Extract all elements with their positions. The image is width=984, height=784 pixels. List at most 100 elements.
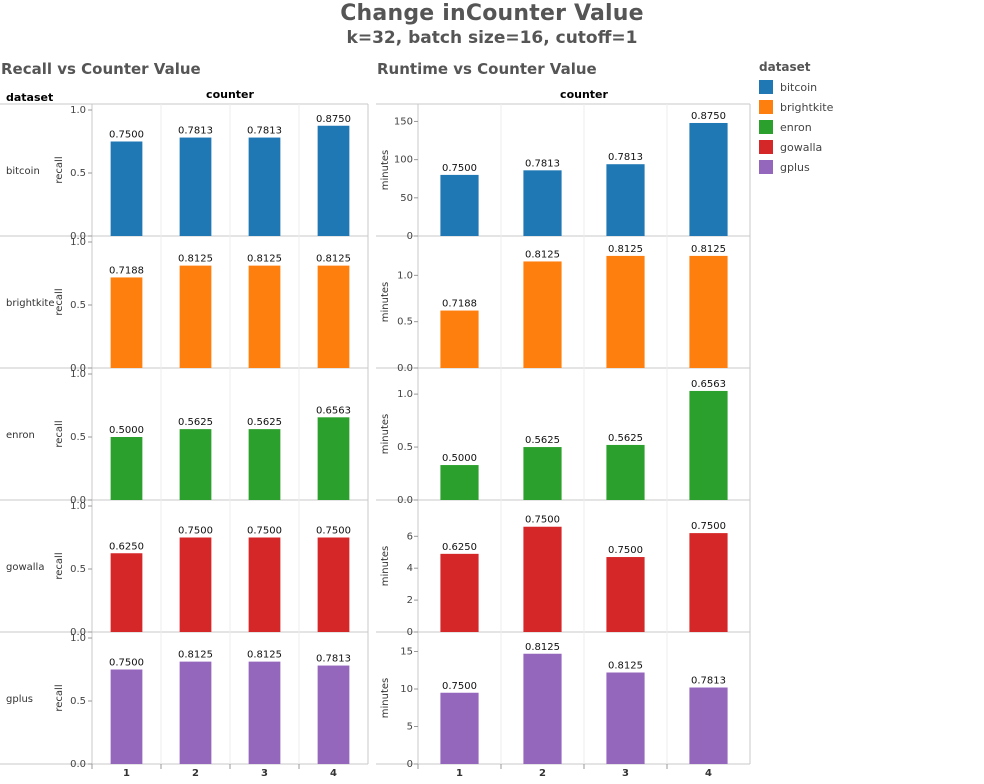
bar-brightkite-3 xyxy=(248,265,281,368)
row-label-brightkite: brightkite xyxy=(6,298,55,309)
bar-gowalla-2 xyxy=(179,537,212,632)
bar-gplus-2 xyxy=(523,653,562,764)
row-label-enron: enron xyxy=(6,430,35,441)
y-tick-label: 1.0 xyxy=(70,369,86,380)
y-tick-label: 1.0 xyxy=(70,633,86,644)
data-label: 0.5625 xyxy=(178,417,213,428)
y-tick-label: 0.5 xyxy=(397,317,413,328)
y-axis-label: minutes xyxy=(380,414,391,454)
data-label: 0.7813 xyxy=(178,126,213,137)
x-tick-label: 2 xyxy=(539,768,546,779)
bar-gowalla-1 xyxy=(440,553,479,632)
legend: dataset bitcoin brightkite enron gowalla… xyxy=(759,60,979,177)
y-axis-label: minutes xyxy=(380,282,391,322)
legend-label: brightkite xyxy=(780,100,834,114)
row-header-dataset: dataset xyxy=(6,91,53,104)
x-tick-label: 3 xyxy=(261,768,268,779)
data-label: 0.5625 xyxy=(608,433,643,444)
y-tick-label: 1.0 xyxy=(70,237,86,248)
legend-item-enron[interactable]: enron xyxy=(759,117,979,137)
data-label: 0.6563 xyxy=(691,379,726,390)
bar-bitcoin-2 xyxy=(523,170,562,236)
legend-item-gplus[interactable]: gplus xyxy=(759,157,979,177)
bar-gplus-1 xyxy=(440,692,479,764)
data-label: 0.7500 xyxy=(442,681,477,692)
data-label: 0.6250 xyxy=(109,541,144,552)
y-axis-label: minutes xyxy=(380,678,391,718)
bar-bitcoin-4 xyxy=(317,125,350,236)
chart-subtitle: k=32, batch size=16, cutoff=1 xyxy=(346,28,638,48)
data-label: 0.8125 xyxy=(525,642,560,653)
data-label: 0.5000 xyxy=(442,453,477,464)
y-axis-label: recall xyxy=(54,288,65,315)
y-axis-label: minutes xyxy=(380,546,391,586)
data-label: 0.7500 xyxy=(247,526,282,537)
chart-canvas: dataset counter bitcoin recall 0.0 0.5 1.0 0.75… xyxy=(0,88,751,779)
bar-gowalla-3 xyxy=(606,557,645,632)
bar-bitcoin-3 xyxy=(606,164,645,236)
legend-item-brightkite[interactable]: brightkite xyxy=(759,97,979,117)
y-tick-label: 1.0 xyxy=(70,501,86,512)
data-label: 0.7500 xyxy=(109,658,144,669)
data-label: 0.6563 xyxy=(316,405,351,416)
y-tick-label: 50 xyxy=(400,193,413,204)
data-label: 0.8125 xyxy=(525,249,560,260)
y-tick-label: 1.0 xyxy=(70,105,86,116)
x-tick-label: 4 xyxy=(705,768,712,779)
y-tick-label: 0.0 xyxy=(397,363,413,374)
column-header-counter: counter xyxy=(560,88,608,101)
data-label: 0.8125 xyxy=(247,254,282,265)
y-tick-label: 0.5 xyxy=(70,696,86,707)
chart-title: Change inCounter Value xyxy=(340,1,644,26)
y-tick-label: 15 xyxy=(400,647,413,658)
data-label: 0.8125 xyxy=(608,244,643,255)
data-label: 0.7500 xyxy=(316,526,351,537)
y-tick-label: 100 xyxy=(394,155,413,166)
data-label: 0.8125 xyxy=(608,661,643,672)
data-label: 0.7188 xyxy=(442,299,477,310)
data-label: 0.8125 xyxy=(247,650,282,661)
y-axis-label: minutes xyxy=(380,150,391,190)
y-tick-label: 0.0 xyxy=(70,759,86,770)
y-tick-label: 0.0 xyxy=(70,627,86,638)
bar-gplus-2 xyxy=(179,661,212,764)
bar-bitcoin-3 xyxy=(248,137,281,236)
runtime-panel-title: Runtime vs Counter Value xyxy=(377,60,597,78)
y-tick-label: 4 xyxy=(407,563,413,574)
bar-enron-4 xyxy=(317,417,350,500)
legend-item-bitcoin[interactable]: bitcoin xyxy=(759,77,979,97)
data-label: 0.6250 xyxy=(442,542,477,553)
data-label: 0.5625 xyxy=(525,435,560,446)
y-tick-label: 0.5 xyxy=(70,168,86,179)
legend-swatch xyxy=(759,120,773,134)
data-label: 0.8125 xyxy=(316,254,351,265)
bar-bitcoin-1 xyxy=(110,141,143,236)
bar-brightkite-1 xyxy=(110,277,143,368)
y-tick-label: 6 xyxy=(407,531,413,542)
legend-label: gowalla xyxy=(780,140,823,154)
row-label-gplus: gplus xyxy=(6,694,33,705)
y-tick-label: 2 xyxy=(407,595,413,606)
y-tick-label: 0.5 xyxy=(70,300,86,311)
bar-gowalla-3 xyxy=(248,537,281,632)
data-label: 0.7500 xyxy=(109,130,144,141)
row-label-bitcoin: bitcoin xyxy=(6,166,40,177)
y-tick-label: 10 xyxy=(400,684,413,695)
y-tick-label: 1.0 xyxy=(397,270,413,281)
bar-bitcoin-1 xyxy=(440,174,479,236)
legend-swatch xyxy=(759,80,773,94)
legend-swatch xyxy=(759,140,773,154)
bar-brightkite-2 xyxy=(523,261,562,368)
y-tick-label: 0.0 xyxy=(70,495,86,506)
legend-item-gowalla[interactable]: gowalla xyxy=(759,137,979,157)
legend-swatch xyxy=(759,100,773,114)
y-tick-label: 0 xyxy=(407,759,413,770)
bar-gplus-3 xyxy=(606,672,645,764)
y-tick-label: 1.0 xyxy=(397,389,413,400)
y-tick-label: 0 xyxy=(407,231,413,242)
y-axis-label: recall xyxy=(54,420,65,447)
y-axis-label: recall xyxy=(54,552,65,579)
y-axis-label: recall xyxy=(54,156,65,183)
x-tick-label: 2 xyxy=(192,768,199,779)
bar-brightkite-2 xyxy=(179,265,212,368)
